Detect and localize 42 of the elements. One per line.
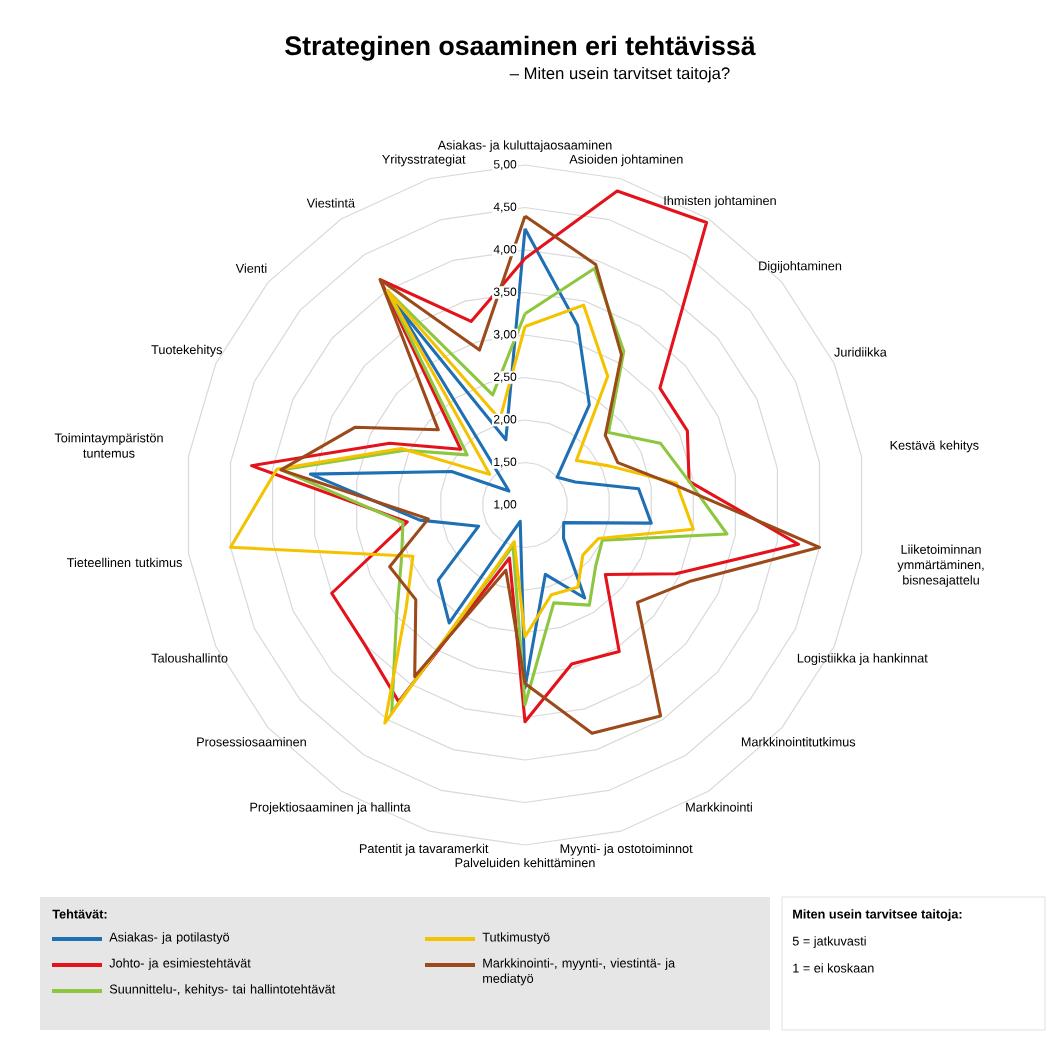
spoke-label: Vienti [235,263,267,273]
legend-label: Johto- ja esimiestehtävät [109,958,251,971]
spoke-label: Tieteellinen tutkimus [67,557,182,568]
spoke-label: Ihmisten johtaminen [664,195,776,208]
spoke-label: Projektiosaaminen ja hallinta [250,802,411,815]
y-tick-label: 1,00 [494,500,517,510]
y-tick-label: 1,50 [494,457,517,468]
spoke-label: Patentit ja tavaramerkit [359,843,489,856]
spoke-label: Yritysstrategiat [382,154,466,167]
legend-label: Suunnittelu-, kehitys- tai hallintotehtävät [109,984,336,997]
spoke-label: Digijohtaminen [759,261,842,273]
spoke-label: Prosessiosaaminen [197,737,306,747]
spoke-label: Logistiikka ja hankinnat [797,653,928,666]
y-tick-label: 4,50 [493,202,517,213]
spoke-label: Markkinointitutkimus [741,737,856,747]
y-tick-label: 2,50 [493,372,517,383]
spoke-label: Liiketoiminnan ymmärtäminen, bisnesajattelu [897,544,984,588]
y-tick-label: 3,00 [493,330,517,340]
y-tick-label: 4,00 [493,245,517,255]
spoke-label: Toimintaympäristön tuntemus [54,433,163,458]
legend-label: Markkinointi-, myynti-, viestintä- ja mediatyö [483,958,676,986]
y-tick-label: 3,50 [493,287,517,298]
spoke-label: Palveluiden kehittäminen [455,857,595,868]
chart-title: Strateginen osaaminen eri tehtävissä [285,35,756,61]
legend-label: Tutkimustyö [482,932,550,945]
spoke-label: Myynti- ja ostotoiminnot [560,843,693,856]
y-tick-label: 2,00 [493,415,517,425]
y-tick-label: 5,00 [493,160,517,170]
spoke-label: Juridiikka [834,347,887,357]
spoke-label: Asioiden johtaminen [569,154,683,167]
spoke-label: Viestintä [306,198,356,208]
spoke-label: Asiakas- ja kuluttajaosaaminen [437,140,612,153]
chart-subtitle: – Miten usein tarvitset taitoja? [509,66,730,83]
text: 1 = ei koskaan [793,963,874,973]
spoke-label: Kestävä kehitys [890,440,979,453]
text: 5 = jatkuvasti [792,936,866,949]
legend-title: Tehtävät: [52,909,107,919]
spoke-label: Markkinointi [686,802,752,812]
legend-label: Asiakas- ja potilastyö [109,932,230,945]
text: Miten usein tarvitsee taitoja: [793,909,962,922]
spoke-label: Taloushallinto [151,653,228,663]
spoke-label: Tuotekehitys [151,344,222,357]
